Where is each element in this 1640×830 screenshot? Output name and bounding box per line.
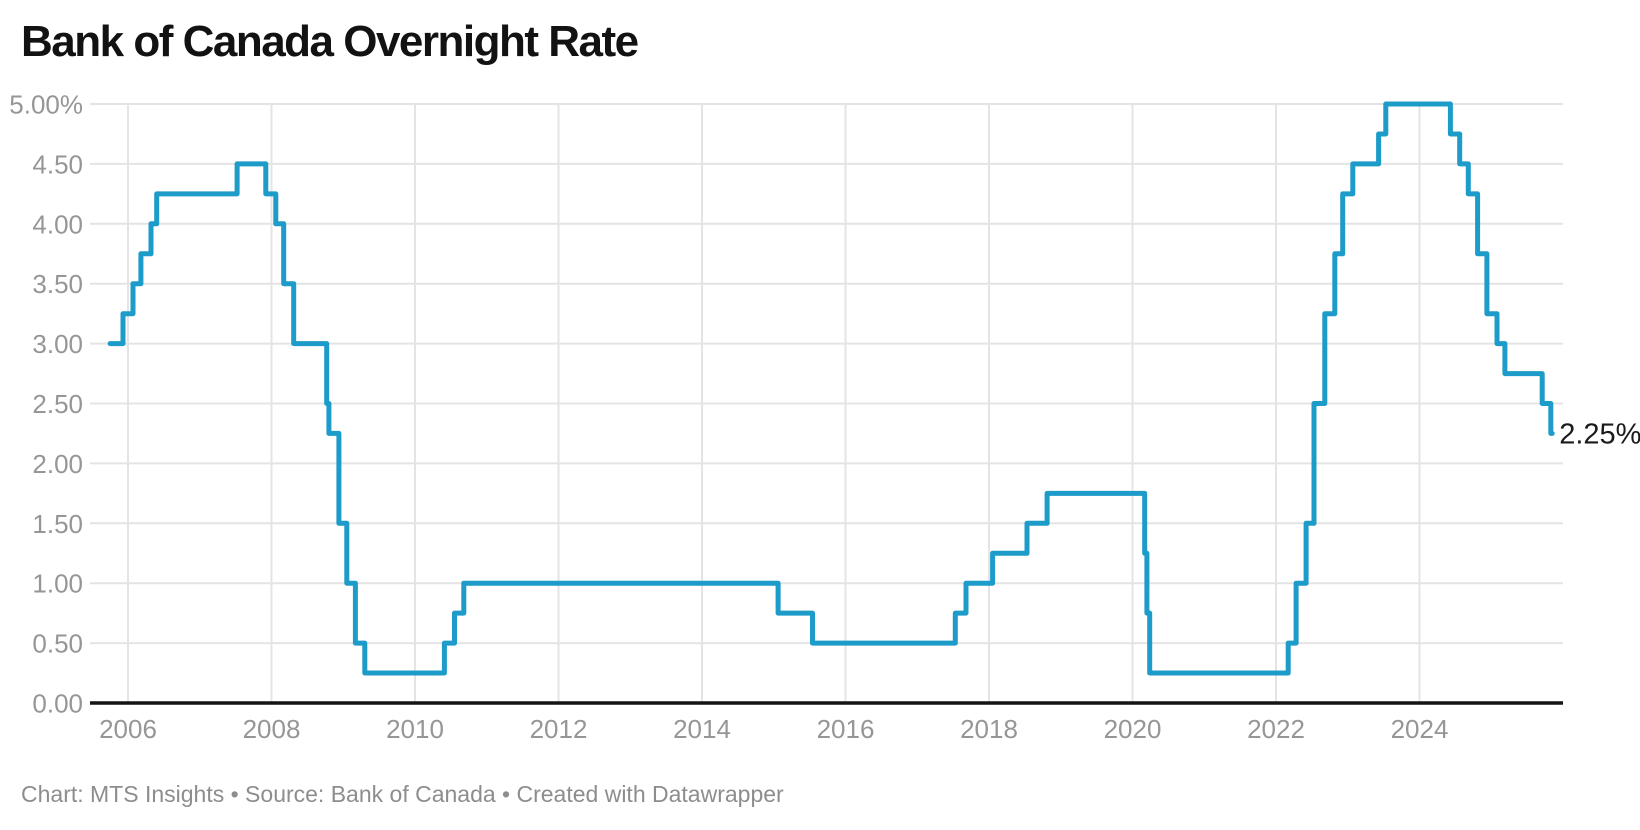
y-tick-label: 1.50 — [32, 509, 83, 539]
y-tick-label: 2.00 — [32, 449, 83, 479]
x-tick-label: 2006 — [99, 714, 157, 744]
y-tick-label: 4.00 — [32, 209, 83, 239]
x-tick-label: 2018 — [960, 714, 1018, 744]
chart-title: Bank of Canada Overnight Rate — [21, 17, 639, 66]
rate-line — [107, 101, 1555, 676]
y-tick-label: 3.50 — [32, 269, 83, 299]
y-tick-label: 4.50 — [32, 149, 83, 179]
x-tick-label: 2012 — [530, 714, 588, 744]
x-tick-label: 2020 — [1104, 714, 1162, 744]
y-tick-label: 0.00 — [32, 689, 83, 719]
y-tick-label: 5.00% — [9, 90, 83, 120]
y-tick-label: 3.00 — [32, 329, 83, 359]
end-value-label: 2.25% — [1559, 418, 1640, 450]
chart-footer: Chart: MTS Insights • Source: Bank of Ca… — [21, 781, 784, 807]
x-tick-label: 2010 — [386, 714, 444, 744]
x-tick-label: 2008 — [243, 714, 301, 744]
x-tick-label: 2014 — [673, 714, 731, 744]
x-tick-label: 2024 — [1391, 714, 1449, 744]
y-tick-label: 0.50 — [32, 629, 83, 659]
y-tick-label: 2.50 — [32, 389, 83, 419]
y-tick-label: 1.00 — [32, 569, 83, 599]
x-tick-label: 2016 — [817, 714, 875, 744]
x-tick-label: 2022 — [1247, 714, 1305, 744]
